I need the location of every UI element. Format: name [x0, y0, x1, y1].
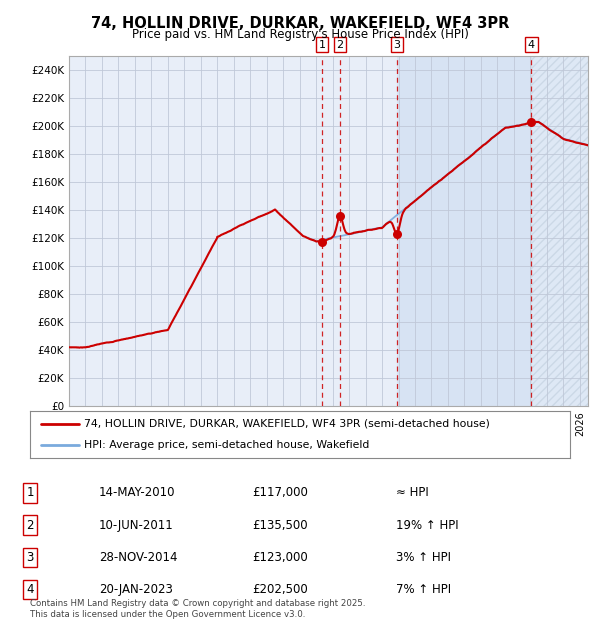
Text: 28-NOV-2014: 28-NOV-2014 [99, 551, 178, 564]
Text: 7% ↑ HPI: 7% ↑ HPI [396, 583, 451, 596]
Text: 14-MAY-2010: 14-MAY-2010 [99, 487, 176, 499]
Text: 3% ↑ HPI: 3% ↑ HPI [396, 551, 451, 564]
Text: £123,000: £123,000 [252, 551, 308, 564]
Text: 3: 3 [26, 551, 34, 564]
Text: ≈ HPI: ≈ HPI [396, 487, 429, 499]
Text: 19% ↑ HPI: 19% ↑ HPI [396, 519, 458, 531]
Text: 10-JUN-2011: 10-JUN-2011 [99, 519, 174, 531]
Text: £135,500: £135,500 [252, 519, 308, 531]
Text: £117,000: £117,000 [252, 487, 308, 499]
Text: 3: 3 [394, 40, 400, 50]
Text: Price paid vs. HM Land Registry's House Price Index (HPI): Price paid vs. HM Land Registry's House … [131, 29, 469, 41]
Text: 2: 2 [337, 40, 343, 50]
Text: HPI: Average price, semi-detached house, Wakefield: HPI: Average price, semi-detached house,… [84, 440, 370, 450]
Bar [397, 56, 531, 406]
Text: 74, HOLLIN DRIVE, DURKAR, WAKEFIELD, WF4 3PR: 74, HOLLIN DRIVE, DURKAR, WAKEFIELD, WF4… [91, 16, 509, 31]
Text: 20-JAN-2023: 20-JAN-2023 [99, 583, 173, 596]
Text: 1: 1 [319, 40, 326, 50]
Text: 4: 4 [26, 583, 34, 596]
Text: £202,500: £202,500 [252, 583, 308, 596]
Text: 74, HOLLIN DRIVE, DURKAR, WAKEFIELD, WF4 3PR (semi-detached house): 74, HOLLIN DRIVE, DURKAR, WAKEFIELD, WF4… [84, 418, 490, 428]
Text: 1: 1 [26, 487, 34, 499]
Text: Contains HM Land Registry data © Crown copyright and database right 2025.
This d: Contains HM Land Registry data © Crown c… [30, 599, 365, 619]
Bar [531, 56, 588, 406]
Text: 4: 4 [527, 40, 535, 50]
Text: 2: 2 [26, 519, 34, 531]
